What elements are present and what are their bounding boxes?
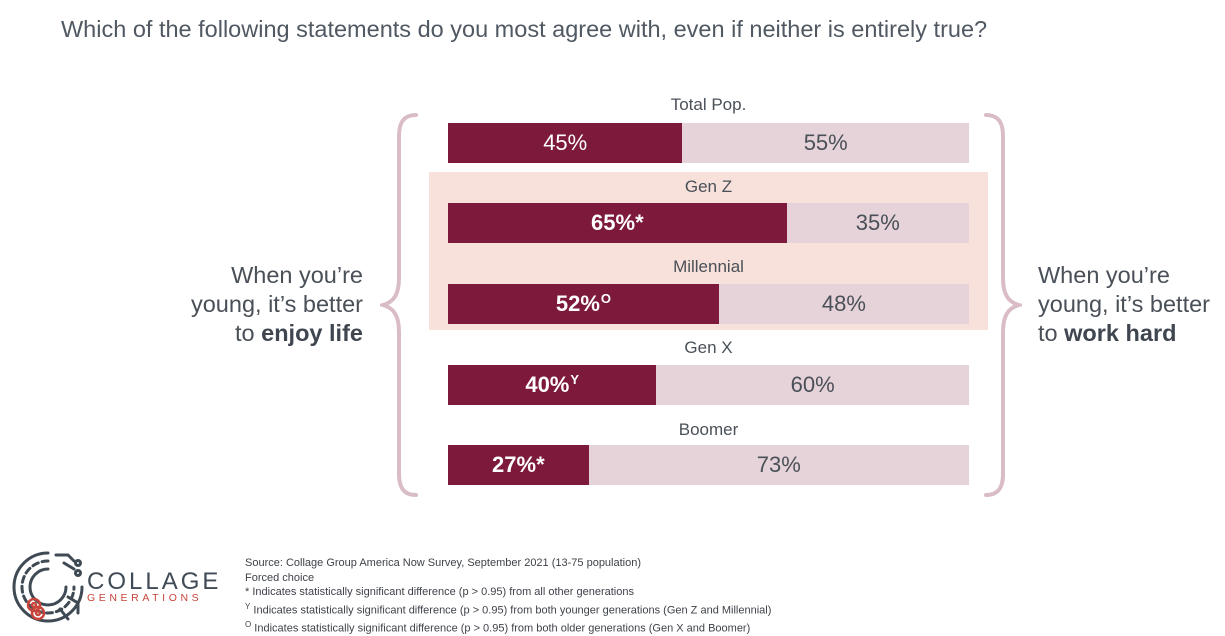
value-label-work-hard-boomer: 73%: [756, 452, 801, 477]
left-statement-prefix: to: [234, 320, 262, 346]
footnote-star: * Indicates statistically significant di…: [245, 586, 634, 598]
footnotes: Source: Collage Group America Now Survey…: [245, 556, 771, 636]
collage-logo-icon: [12, 551, 84, 623]
value-label-enjoy-life-total-pop: 45%: [543, 130, 588, 155]
bar-row-gen-x: 40% Y 60%: [448, 365, 969, 405]
bar-row-gen-z: 65% * 35%: [448, 203, 969, 243]
bar-row-total-pop: 45% 55%: [448, 123, 969, 163]
value-label-work-hard-total-pop: 55%: [803, 130, 848, 155]
bar-enjoy-life-boomer: 27% *: [448, 445, 589, 485]
bar-enjoy-life-gen-z: 65% *: [448, 203, 787, 243]
significance-mark-gen-x: Y: [570, 371, 580, 387]
footnote-o: O Indicates statistically significant di…: [245, 618, 771, 636]
footnote-y: Y Indicates statistically significant di…: [245, 600, 771, 618]
bar-row-boomer: 27% * 73%: [448, 445, 969, 485]
right-statement: When you’re young, it’s better to work h…: [1038, 261, 1225, 348]
left-statement-line1: When you’re: [231, 262, 363, 288]
question-type-note: Forced choice: [245, 571, 315, 584]
footnote-o-mark: O: [245, 619, 252, 629]
bar-work-hard-boomer: 73%: [588, 445, 969, 485]
value-label-work-hard-gen-z: 35%: [855, 210, 900, 235]
bar-row-millennial: 52% O 48%: [448, 284, 969, 324]
left-statement-line2: young, it’s better: [190, 291, 363, 317]
footnote-y-text: Indicates statistically significant diff…: [250, 604, 772, 617]
left-statement-line3: to enjoy life: [123, 319, 363, 348]
category-label-gen-z: Gen Z: [684, 177, 733, 196]
right-statement-line2: young, it’s better: [1038, 291, 1211, 317]
value-label-enjoy-life-gen-z: 65%: [591, 210, 636, 235]
significance-mark-boomer: *: [536, 452, 545, 477]
category-label-boomer: Boomer: [678, 420, 739, 439]
right-brace: [984, 113, 1022, 497]
bar-work-hard-gen-x: 60%: [656, 365, 969, 405]
bar-enjoy-life-total-pop: 45%: [448, 123, 683, 163]
logo-wordmark: COLLAGE: [87, 568, 222, 595]
category-label-millennial: Millennial: [673, 257, 744, 276]
value-label-enjoy-life-gen-x: 40%: [525, 372, 570, 397]
bar-work-hard-gen-z: 35%: [786, 203, 969, 243]
value-label-enjoy-life-boomer: 27%: [492, 452, 537, 477]
value-label-enjoy-life-millennial: 52%: [555, 291, 600, 316]
source-note: Source: Collage Group America Now Survey…: [245, 557, 642, 569]
significance-mark-millennial: O: [600, 290, 612, 306]
right-statement-emphasis: work hard: [1064, 320, 1177, 346]
left-statement: When you’re young, it’s better to enjoy …: [123, 261, 363, 348]
footnote-y-mark: Y: [245, 601, 251, 611]
left-statement-emphasis: enjoy life: [261, 320, 363, 346]
category-label-gen-x: Gen X: [684, 338, 733, 357]
significance-mark-gen-z: *: [635, 210, 644, 235]
footnote-o-text: Indicates statistically significant diff…: [251, 622, 751, 635]
value-label-work-hard-gen-x: 60%: [790, 372, 835, 397]
logo-subtitle: GENERATIONS: [87, 592, 203, 604]
bar-enjoy-life-millennial: 52% O: [448, 284, 719, 324]
value-label-work-hard-millennial: 48%: [821, 291, 866, 316]
bar-work-hard-total-pop: 55%: [682, 123, 969, 163]
category-label-total-pop: Total Pop.: [670, 95, 747, 114]
right-statement-line3: to work hard: [1038, 319, 1225, 348]
right-statement-prefix: to: [1038, 320, 1065, 346]
question-title: Which of the following statements do you…: [61, 16, 988, 42]
right-statement-line1: When you’re: [1038, 262, 1170, 288]
bar-work-hard-millennial: 48%: [718, 284, 969, 324]
bar-enjoy-life-gen-x: 40% Y: [448, 365, 657, 405]
left-brace: [380, 113, 418, 497]
